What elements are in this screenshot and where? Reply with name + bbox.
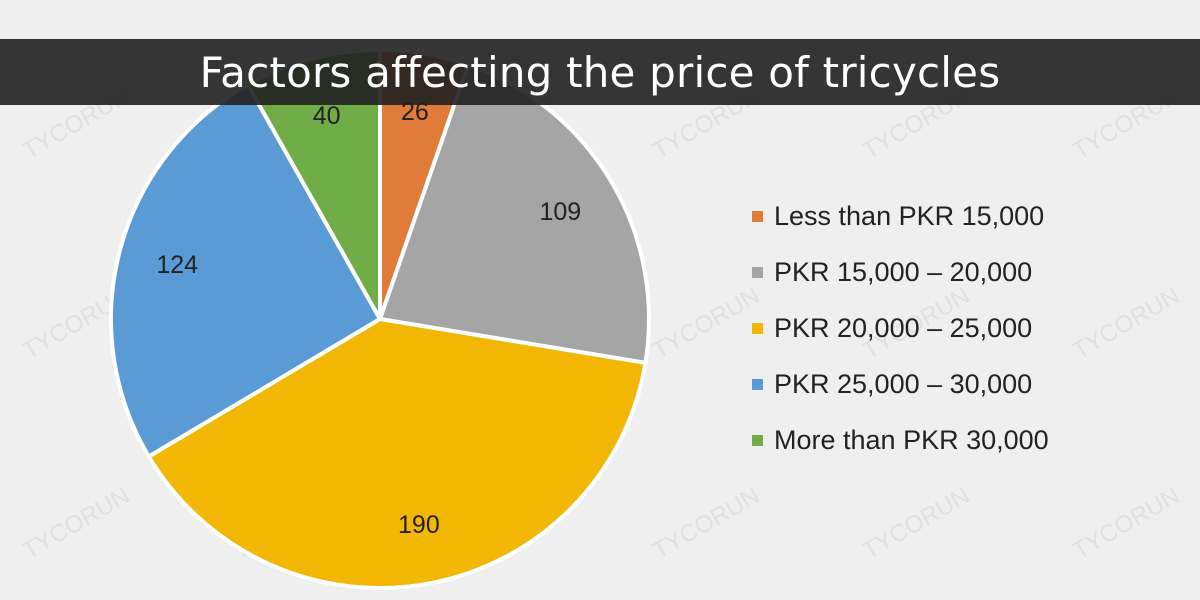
slice-value-label: 109	[539, 198, 581, 226]
legend-swatch	[752, 266, 763, 278]
watermark-text: TYCORUN	[858, 482, 974, 565]
legend-label: Less than PKR 15,000	[774, 200, 1045, 231]
legend-item: Less than PKR 15,000	[752, 188, 1049, 244]
legend-label: PKR 25,000 – 30,000	[774, 368, 1033, 399]
pie-slices	[109, 48, 651, 590]
legend-item: PKR 20,000 – 25,000	[752, 300, 1049, 356]
legend: Less than PKR 15,000 PKR 15,000 – 20,000 P…	[752, 188, 1049, 468]
legend-swatch	[752, 434, 763, 446]
chart-title: Factors affecting the price of tricycles	[199, 47, 1001, 97]
watermark-text: TYCORUN	[1068, 282, 1184, 365]
legend-item: PKR 15,000 – 20,000	[752, 244, 1049, 300]
slice-value-label: 124	[156, 251, 198, 279]
legend-label: PKR 15,000 – 20,000	[774, 256, 1033, 287]
watermark-text: TYCORUN	[18, 482, 134, 565]
watermark-text: TYCORUN	[648, 482, 764, 565]
watermark-text: TYCORUN	[648, 282, 764, 365]
legend-item: More than PKR 30,000	[752, 412, 1049, 468]
legend-label: More than PKR 30,000	[774, 424, 1049, 455]
title-banner: Factors affecting the price of tricycles	[0, 39, 1200, 105]
slice-value-label: 40	[313, 102, 341, 130]
watermark-text: TYCORUN	[1068, 482, 1184, 565]
legend-swatch	[752, 378, 763, 390]
legend-item: PKR 25,000 – 30,000	[752, 356, 1049, 412]
slice-value-label: 190	[398, 511, 440, 539]
legend-swatch	[752, 322, 763, 334]
legend-label: PKR 20,000 – 25,000	[774, 312, 1033, 343]
pie-slice	[146, 317, 648, 590]
legend-swatch	[752, 210, 763, 222]
pie-slice	[109, 82, 382, 459]
